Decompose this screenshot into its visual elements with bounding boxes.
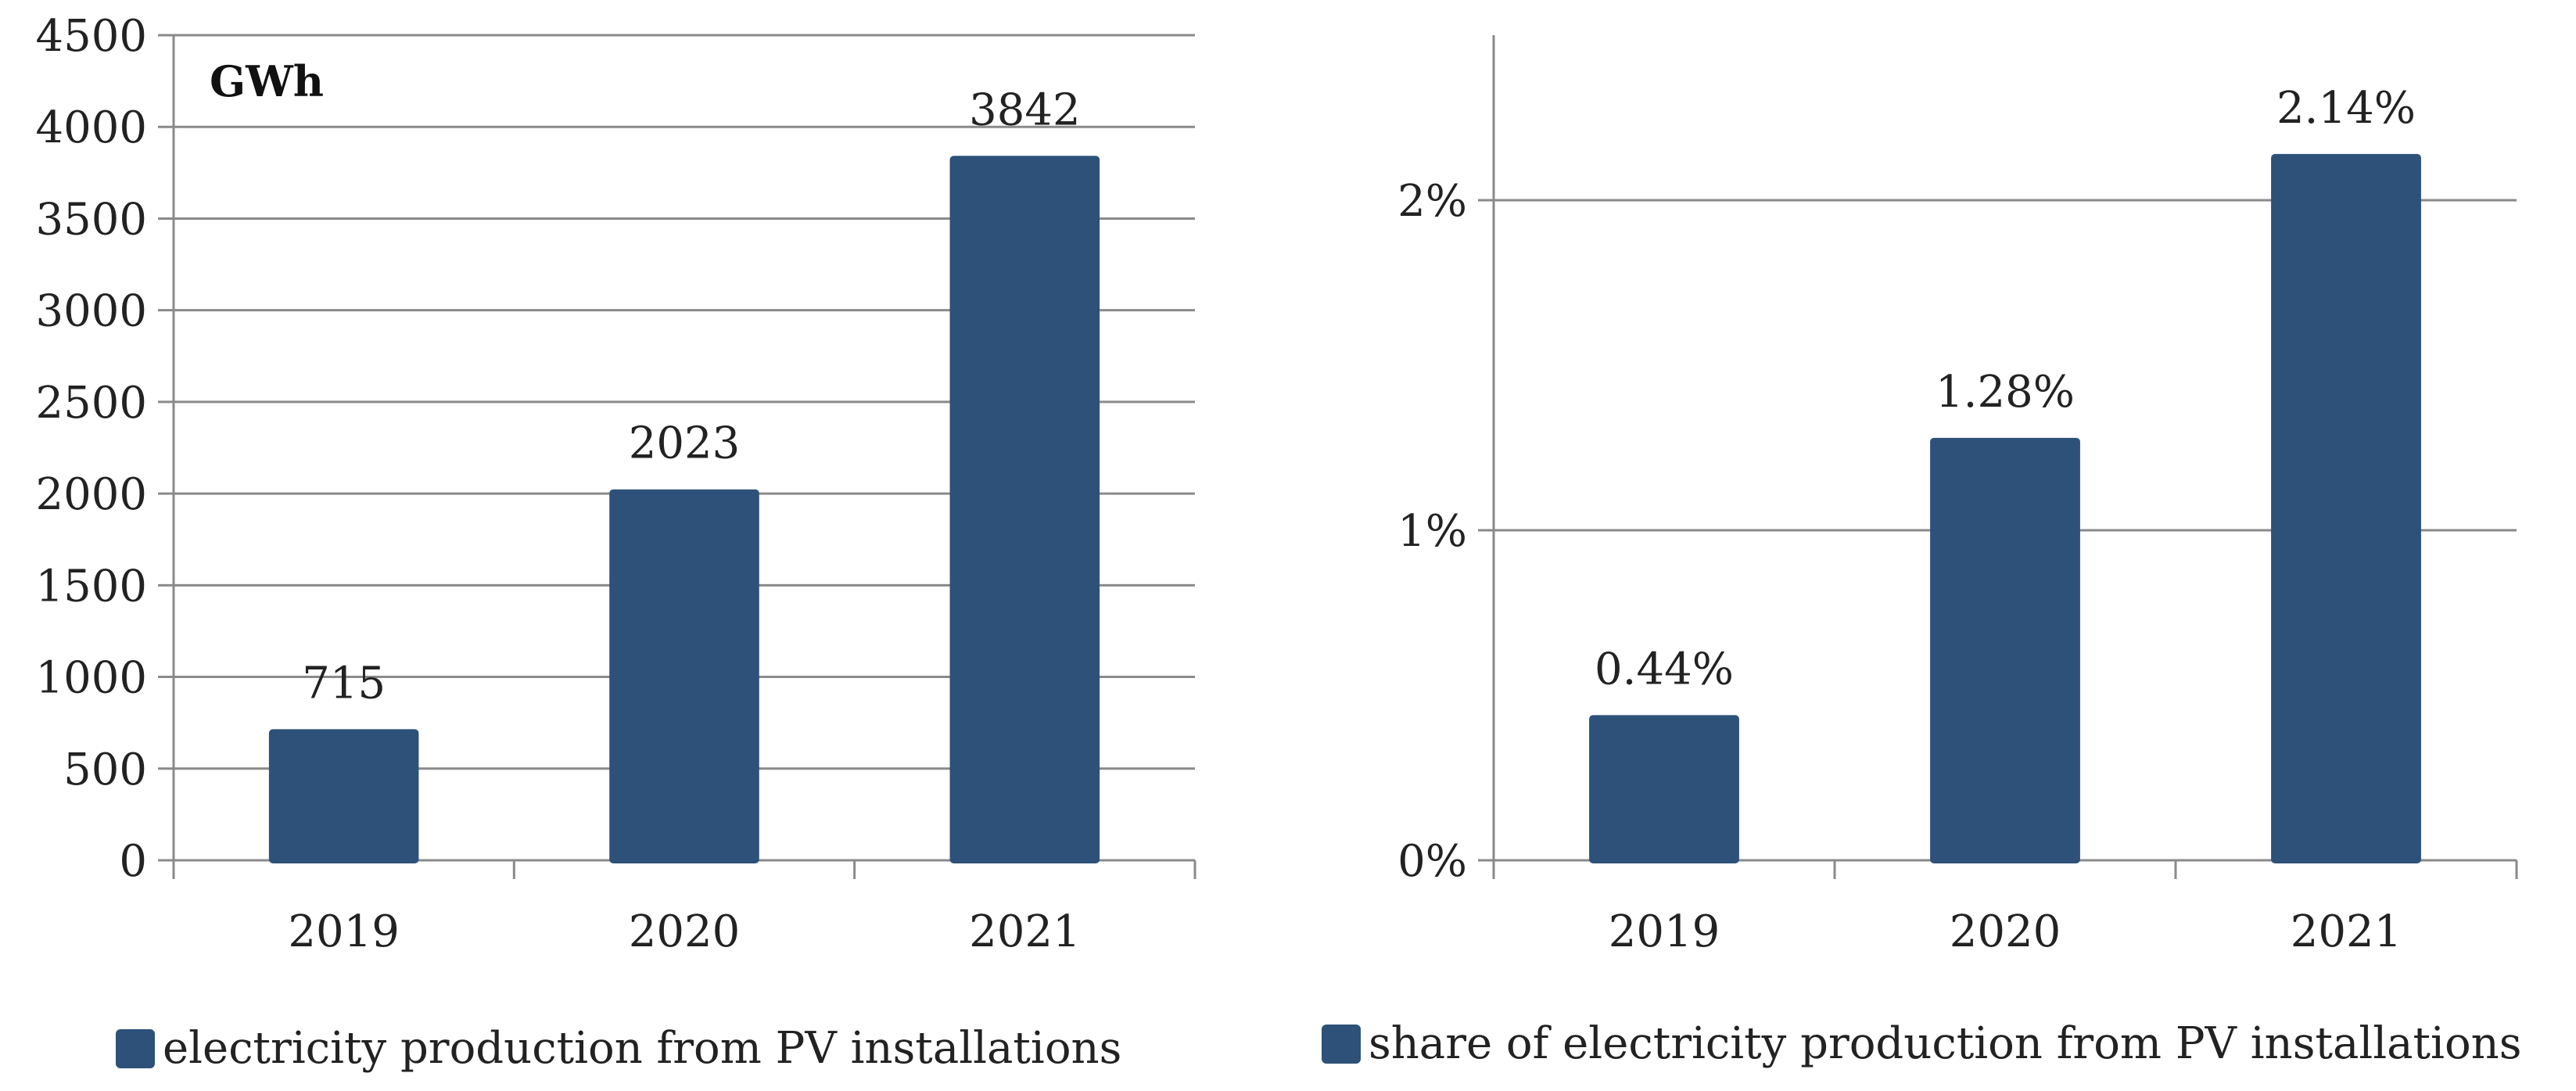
share-data-label-2020: 1.28% — [1936, 367, 2075, 418]
legend-swatch-production — [116, 1028, 155, 1068]
gwh-data-label-2020: 2023 — [629, 418, 741, 469]
share-bar-2019 — [1589, 715, 1739, 863]
gwh-x-tick-label-2019: 2019 — [288, 906, 400, 957]
share-data-label-2019: 0.44% — [1595, 644, 1734, 694]
gwh-bar-2019 — [268, 729, 419, 863]
legend-label-production: electricity production from PV installat… — [163, 1023, 1122, 1074]
gwh-bar-2021 — [949, 156, 1100, 863]
gwh-x-tick-label-2021: 2021 — [969, 906, 1081, 957]
gwh-y-tick-label: 500 — [63, 745, 147, 795]
gwh-x-tick-label-2020: 2020 — [629, 906, 741, 957]
gwh-y-tick-label: 4500 — [35, 11, 147, 62]
gwh-y-tick-label: 3000 — [35, 286, 147, 337]
gwh-y-tick-label: 4000 — [35, 102, 147, 153]
share-x-tick-label-2021: 2021 — [2291, 906, 2402, 957]
pv-share-chart: 0% 1% 2% 0.44% 2019 1.28% 2020 2.14% 2021 — [1397, 35, 2518, 957]
share-x-tick-label-2019: 2019 — [1609, 906, 1720, 957]
gwh-unit-label: GWh — [210, 56, 324, 106]
share-y-tick-label: 2% — [1397, 176, 1467, 227]
gwh-production-chart: 0 500 1000 1500 2000 2500 3000 3500 4000 4500 715 2… — [35, 11, 1197, 957]
gwh-data-label-2021: 3842 — [969, 84, 1081, 135]
gwh-bar-2020 — [609, 489, 759, 863]
legend-share: share of electricity production from PV … — [1322, 1018, 2521, 1069]
gwh-data-label-2019: 715 — [302, 658, 386, 709]
share-y-tick-label: 1% — [1397, 506, 1467, 557]
share-x-tick-label-2020: 2020 — [1950, 906, 2061, 957]
gwh-y-tick-label: 1000 — [35, 653, 147, 704]
share-bar-2021 — [2271, 153, 2421, 864]
gwh-y-tick-label: 1500 — [35, 561, 147, 612]
legend-swatch-share — [1322, 1024, 1361, 1064]
gwh-y-tick-label: 3500 — [35, 194, 147, 245]
gwh-y-tick-label: 0 — [119, 836, 147, 887]
share-y-tick-label: 0% — [1397, 836, 1467, 887]
gwh-y-tick-label: 2500 — [35, 378, 147, 429]
gwh-y-tick-label: 2000 — [35, 469, 147, 520]
legend-label-share: share of electricity production from PV … — [1369, 1018, 2522, 1069]
share-bar-2020 — [1930, 437, 2080, 863]
share-data-label-2021: 2.14% — [2276, 83, 2416, 134]
legend-production: electricity production from PV installat… — [116, 1023, 1121, 1074]
